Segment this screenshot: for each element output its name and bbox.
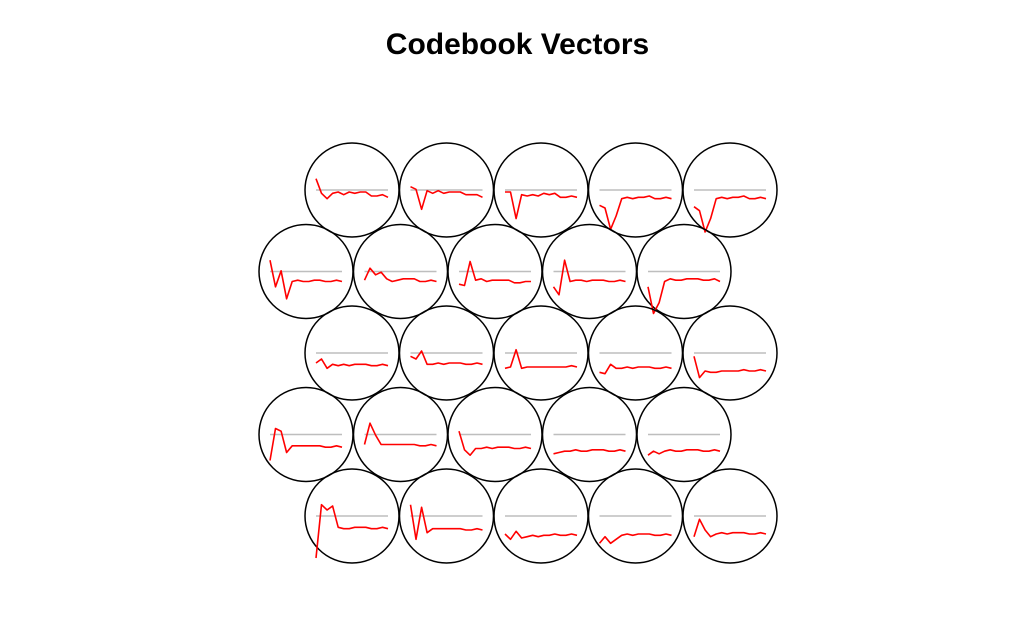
som-unit-r1-c0 [258, 223, 354, 320]
som-unit-r0-c3 [587, 142, 684, 238]
som-unit-r4-c1 [398, 468, 495, 564]
som-unit-r3-c0 [258, 386, 354, 483]
codebook-series-line [693, 356, 767, 379]
unit-circle [682, 468, 778, 564]
som-unit-r0-c4 [682, 142, 778, 238]
codebook-series-line [647, 448, 721, 456]
unit-circle [636, 386, 732, 483]
som-unit-r4-c3 [587, 468, 684, 564]
som-unit-r2-c1 [398, 305, 495, 401]
som-units [258, 142, 778, 564]
som-unit-r3-c3 [541, 386, 638, 483]
som-unit-r4-c0 [304, 468, 400, 564]
som-unit-r0-c2 [493, 142, 589, 238]
codebook-series-line [505, 191, 578, 220]
codebook-series-line [315, 178, 389, 200]
codebook-series-line [599, 195, 672, 231]
codebook-series-line [693, 195, 767, 233]
codebook-series-line [458, 260, 531, 287]
som-unit-r3-c4 [636, 386, 732, 483]
codebook-series-line [598, 533, 672, 545]
som-unit-r1-c3 [541, 223, 638, 320]
codebook-series-line [693, 518, 767, 538]
codebook-series-line [315, 358, 389, 370]
codebook-series-line [363, 422, 437, 447]
codebook-series-line [458, 430, 532, 457]
codebook-series-line [504, 348, 578, 370]
som-unit-r2-c2 [493, 305, 589, 401]
som-unit-r2-c4 [682, 305, 778, 401]
codebook-series-line [552, 259, 626, 296]
som-unit-r0-c0 [304, 142, 400, 238]
som-unit-r1-c1 [352, 223, 449, 320]
codebook-series-line [269, 260, 343, 300]
som-unit-r2-c3 [587, 305, 684, 401]
som-unit-r3-c1 [352, 386, 449, 483]
codebook-series-line [504, 530, 578, 541]
codebook-series-line [599, 363, 672, 375]
codebook-series-line [647, 277, 721, 315]
codebook-series-line [269, 427, 343, 461]
som-unit-r3-c2 [447, 386, 543, 483]
som-unit-r1-c4 [636, 223, 732, 320]
som-unit-r1-c2 [447, 223, 543, 320]
chart-title: Codebook Vectors [385, 28, 650, 61]
codebook-series-line [553, 448, 626, 455]
codebook-series-line [410, 350, 483, 366]
unit-circle [682, 142, 778, 238]
som-unit-r4-c2 [493, 468, 589, 564]
codebook-series-line [410, 185, 483, 211]
som-unit-r0-c1 [398, 142, 495, 238]
som-unit-r4-c4 [682, 468, 778, 564]
unit-circle [636, 223, 732, 320]
codebook-series-line [363, 267, 437, 283]
unit-circle [682, 305, 778, 401]
som-unit-r2-c0 [304, 305, 400, 401]
codebook-series-line [409, 504, 483, 541]
codebook-series-line [315, 503, 389, 559]
